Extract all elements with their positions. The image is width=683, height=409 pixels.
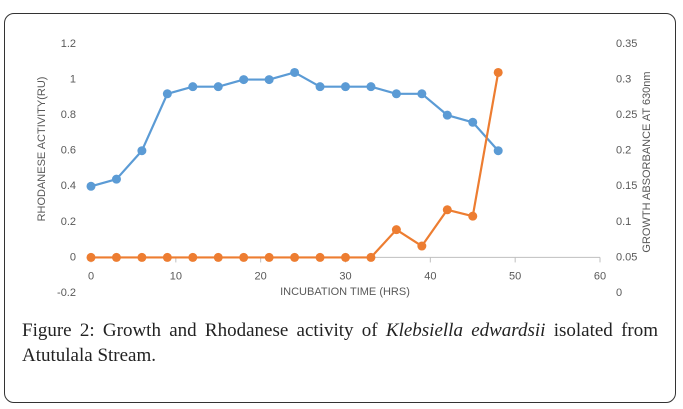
data-point [162,89,172,99]
frame [4,13,676,403]
data-point [86,252,96,262]
data-point [493,67,503,77]
chart: INCUBATION TIME (HRS) RHODANESE ACTIVITY… [36,38,653,299]
x-tick-label: 0 [88,270,94,282]
data-point [213,252,223,262]
data-point [391,225,401,235]
data-point [162,252,172,262]
data-point [366,252,376,262]
y2-tick-label: 0.15 [616,180,637,192]
caption-text: isolated from Atutulala Stream. [22,320,659,366]
data-point [417,241,427,251]
data-point [111,252,121,262]
y2-tick-label: 0 [616,287,622,299]
x-tick-label: 10 [170,270,182,282]
caption-text: Figure 2: Growth and Rhodanese activity … [22,320,386,341]
y2-tick-label: 0.35 [616,38,637,50]
data-point [341,252,350,262]
caption-species: Klebsiella edwardsii [385,320,546,341]
caption: Figure 2: Growth and Rhodanese activity … [22,318,658,368]
data-point [341,82,350,92]
data-point [111,174,121,184]
y-tick-label: -0.2 [57,287,76,299]
y2-tick-label: 0.2 [616,145,631,157]
y-tick-label: 0.6 [61,145,76,157]
y-tick-label: 0 [70,251,76,263]
data-point [315,82,325,92]
data-point [366,82,376,92]
data-point [315,252,325,262]
y-tick-label: 0.2 [61,216,76,228]
data-point [213,82,223,92]
data-point [188,252,198,262]
data-point [137,146,147,156]
data-point [290,252,300,262]
x-tick-label: 50 [509,270,521,282]
data-point [137,252,147,262]
data-point [442,205,452,215]
x-tick-label: 30 [339,270,351,282]
data-point [188,82,198,92]
y2-tick-label: 0.25 [616,109,637,121]
y-tick-label: 0.4 [61,180,76,192]
y-axis-label: RHODANESE ACTIVITY(RU) [36,77,48,222]
y-tick-label: 1 [70,73,76,85]
x-tick-label: 40 [424,270,436,282]
data-point [264,75,274,85]
x-tick-label: 20 [255,270,267,282]
data-point [442,110,452,120]
y2-tick-label: 0.3 [616,73,631,85]
x-axis-label: INCUBATION TIME (HRS) [280,286,410,298]
data-point [417,89,427,99]
data-point [86,181,96,191]
data-point [468,211,478,221]
data-point [493,146,503,156]
y2-axis-label: GROWTH ABSORBANCE AT 630nm [641,71,653,252]
data-point [468,117,478,127]
data-point [239,252,249,262]
y2-tick-label: 0.05 [616,251,637,263]
y-tick-label: 0.8 [61,109,76,121]
x-tick-label: 60 [594,270,606,282]
series-line [91,72,500,259]
data-point [264,252,274,262]
data-point [391,89,401,99]
y2-tick-label: 0.1 [616,216,631,228]
data-point [239,75,249,85]
data-point [290,67,300,77]
series-line [90,71,500,188]
y-tick-label: 1.2 [61,38,76,50]
